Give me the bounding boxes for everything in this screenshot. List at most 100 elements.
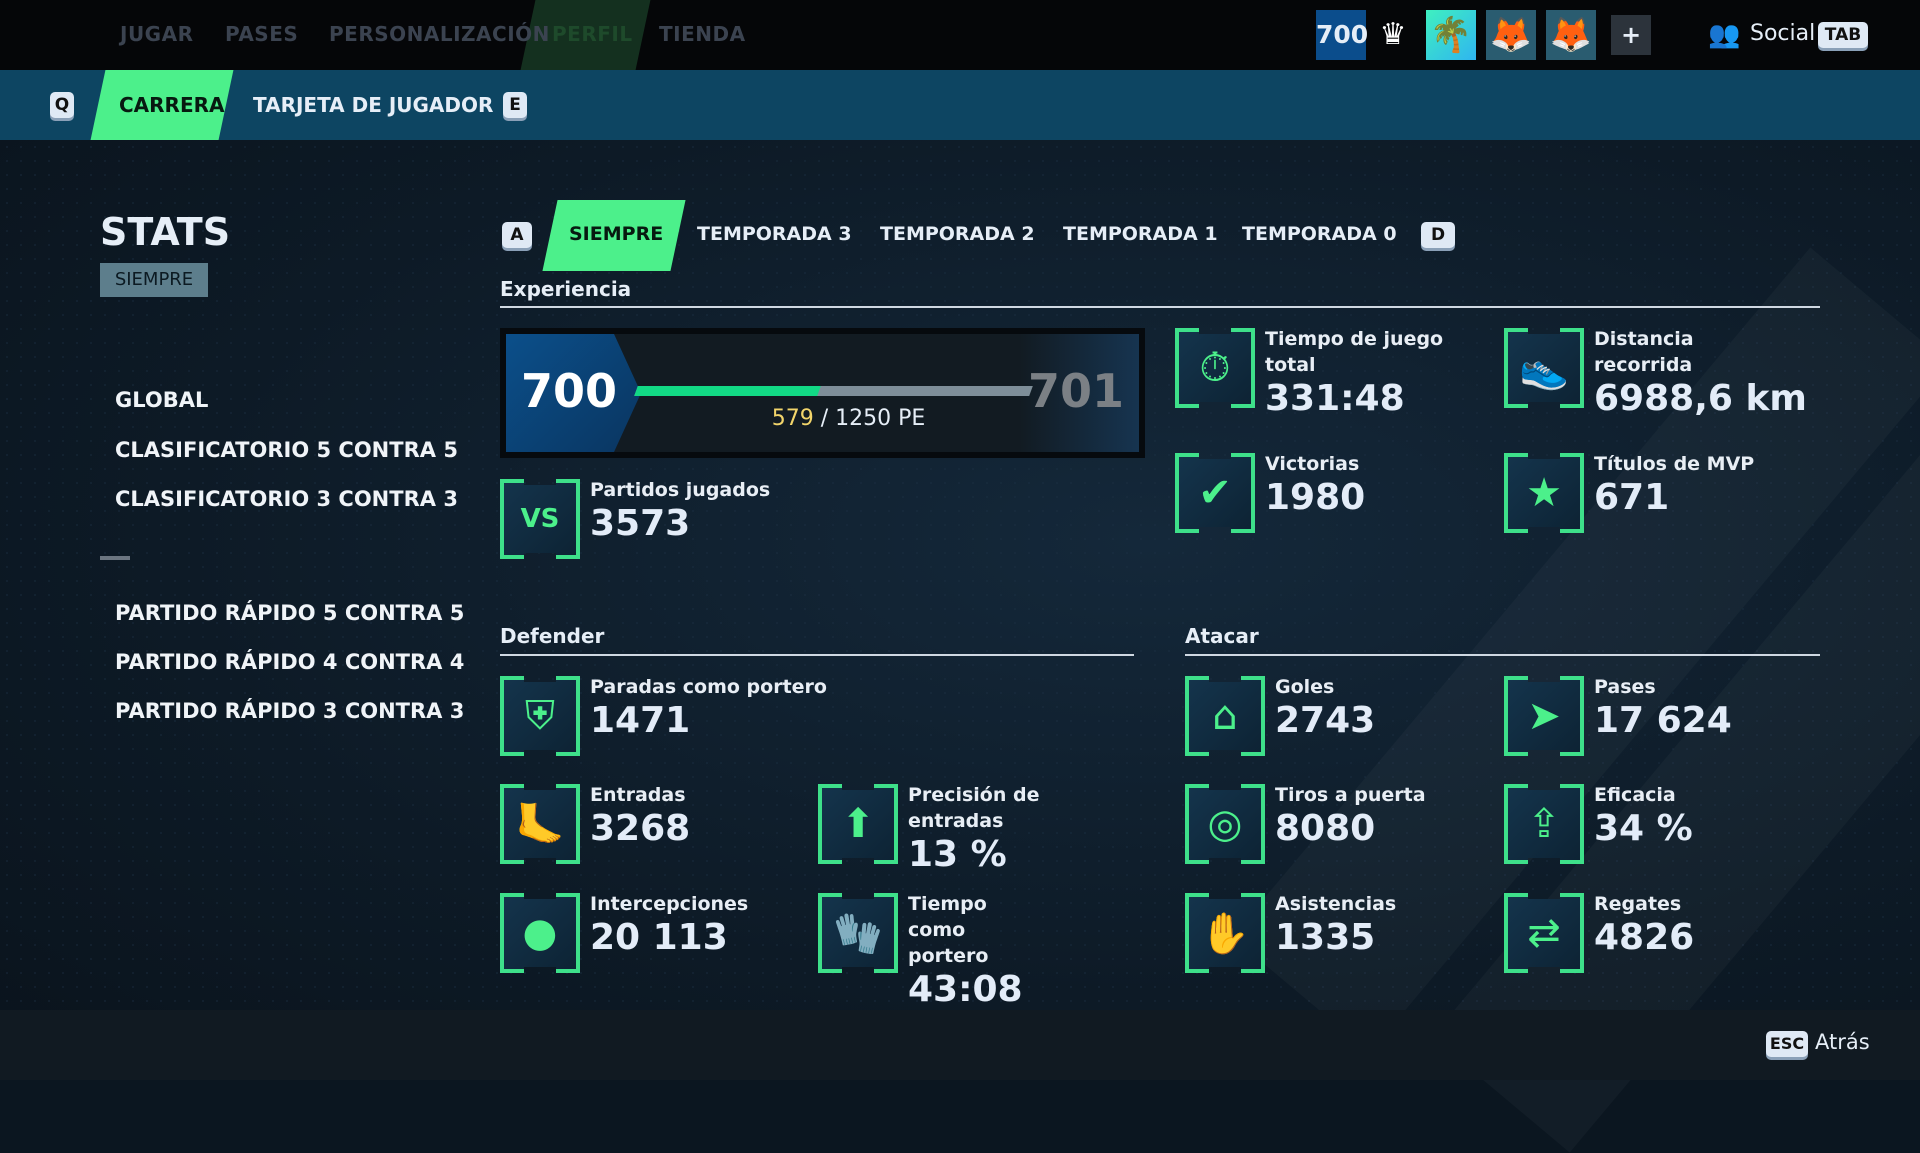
- stat-intercepciones: ● Intercepciones 20 113: [500, 893, 790, 973]
- target-icon: ◎: [1185, 784, 1265, 864]
- stat-value: 13 %: [908, 834, 1007, 875]
- xp-current: 579: [771, 406, 814, 431]
- stat-value: 1980: [1265, 477, 1366, 518]
- stat-value: 17 624: [1594, 700, 1732, 741]
- nav-personalizacion[interactable]: PERSONALIZACIÓN: [329, 22, 550, 46]
- stat-value: 3573: [590, 503, 691, 544]
- sidebar-item-ranked-5v5[interactable]: CLASIFICATORIO 5 CONTRA 5: [115, 438, 458, 462]
- dribble-icon: ⇄: [1504, 893, 1584, 973]
- stat-distancia: 👟 Distancia recorrida 6988,6 km: [1504, 328, 1807, 420]
- sidebar-item-quick-4v4[interactable]: PARTIDO RÁPIDO 4 CONTRA 4: [115, 650, 465, 674]
- stat-label: Intercepciones: [590, 893, 749, 915]
- stat-eficacia: ⇪ Eficacia 34 %: [1504, 784, 1794, 864]
- rank-crest-icon[interactable]: ♛: [1379, 17, 1407, 52]
- stat-label: Pases: [1594, 676, 1656, 698]
- stat-value: 34 %: [1594, 808, 1693, 849]
- a-key-hint: A: [502, 222, 532, 248]
- stat-label: Eficacia: [1594, 784, 1676, 806]
- arrow-up-icon: ⬆: [818, 784, 898, 864]
- background: [0, 0, 1920, 1080]
- tab-key-hint: TAB: [1818, 22, 1868, 48]
- tab-temporada-1[interactable]: TEMPORADA 1: [1063, 223, 1218, 245]
- sub-nav: [0, 70, 1920, 140]
- top-nav: JUGAR PASES PERSONALIZACIÓN PERFIL TIEND…: [0, 0, 1920, 70]
- nav-jugar[interactable]: JUGAR: [120, 22, 194, 46]
- nav-pases[interactable]: PASES: [225, 22, 299, 46]
- stat-partidos-jugados: VS Partidos jugados 3573: [500, 479, 790, 559]
- section-title-defender: Defender: [500, 624, 605, 648]
- stat-label: Títulos de MVP: [1594, 453, 1755, 475]
- boot-icon: 👟: [1504, 328, 1584, 408]
- stat-label: Tiempo de juego total: [1265, 328, 1444, 376]
- current-level: 700: [521, 364, 618, 418]
- sidebar-divider: [100, 556, 130, 560]
- stat-value: 6988,6 km: [1594, 378, 1807, 419]
- pass-icon: ➤: [1504, 676, 1584, 756]
- nav-tienda[interactable]: TIENDA: [659, 22, 746, 46]
- xp-panel: 700 701 579 / 1250 PE: [500, 328, 1145, 458]
- versus-icon: VS: [500, 479, 580, 559]
- tab-temporada-2[interactable]: TEMPORADA 2: [880, 223, 1035, 245]
- fox-avatar-icon[interactable]: 🦊: [1486, 10, 1536, 60]
- stat-value: 3268: [590, 808, 691, 849]
- stat-label: Tiros a puerta: [1275, 784, 1426, 806]
- stat-tiempo-portero: 🧤 Tiempo como portero 43:08: [818, 893, 1048, 1011]
- intercept-icon: ●: [500, 893, 580, 973]
- stopwatch-icon: ⏱: [1175, 328, 1255, 408]
- stat-label: Distancia recorrida: [1594, 328, 1694, 376]
- stat-tiempo-de-juego: ⏱ Tiempo de juego total 331:48: [1175, 328, 1465, 420]
- divider: [1185, 654, 1820, 656]
- stat-goles: ⌂ Goles 2743: [1185, 676, 1475, 756]
- stat-precision-entradas: ⬆ Precisión de entradas 13 %: [818, 784, 1058, 876]
- stat-label: Victorias: [1265, 453, 1360, 475]
- stat-value: 671: [1594, 477, 1670, 518]
- sidebar-item-quick-5v5[interactable]: PARTIDO RÁPIDO 5 CONTRA 5: [115, 601, 465, 625]
- stat-asistencias: ✋ Asistencias 1335: [1185, 893, 1475, 973]
- subtab-carrera[interactable]: CARRERA: [119, 93, 225, 117]
- stat-label: Entradas: [590, 784, 686, 806]
- divider: [500, 306, 1820, 308]
- tab-siempre[interactable]: SIEMPRE: [569, 223, 664, 245]
- social-icon: 👥: [1708, 20, 1741, 50]
- back-button[interactable]: Atrás: [1815, 1030, 1870, 1054]
- hands-icon: ✋: [1185, 893, 1265, 973]
- level-chevron: [506, 334, 641, 452]
- stat-label: Asistencias: [1275, 893, 1397, 915]
- divider: [500, 654, 1134, 656]
- d-key-hint: D: [1421, 222, 1455, 248]
- stat-paradas: ⛨ Paradas como portero 1471: [500, 676, 830, 756]
- xp-progress-fill: [634, 386, 821, 396]
- stat-label: Precisión de entradas: [908, 784, 1040, 832]
- star-icon: ★: [1504, 453, 1584, 533]
- stat-value: 2743: [1275, 700, 1376, 741]
- stat-value: 1335: [1275, 917, 1376, 958]
- tab-temporada-0[interactable]: TEMPORADA 0: [1242, 223, 1397, 245]
- sidebar-item-global[interactable]: GLOBAL: [115, 388, 209, 412]
- esc-key-hint: ESC: [1766, 1031, 1808, 1057]
- xp-text: 579 / 1250 PE: [506, 406, 1139, 431]
- next-level: 701: [1027, 364, 1124, 418]
- xp-progress-bar: [634, 386, 1033, 396]
- efficiency-icon: ⇪: [1504, 784, 1584, 864]
- page-title: STATS: [100, 210, 231, 254]
- sidebar-item-ranked-3v3[interactable]: CLASIFICATORIO 3 CONTRA 3: [115, 487, 458, 511]
- footer-bar: ESC Atrás: [0, 1010, 1920, 1080]
- goal-icon: ⌂: [1185, 676, 1265, 756]
- fox-avatar-icon[interactable]: 🦊: [1546, 10, 1596, 60]
- sidebar-item-quick-3v3[interactable]: PARTIDO RÁPIDO 3 CONTRA 3: [115, 699, 465, 723]
- section-title-experiencia: Experiencia: [500, 277, 632, 301]
- q-key-hint: Q: [50, 92, 74, 118]
- social-button[interactable]: Social: [1750, 21, 1816, 46]
- stat-label: Regates: [1594, 893, 1682, 915]
- nav-perfil[interactable]: PERFIL: [552, 22, 633, 46]
- stat-value: 4826: [1594, 917, 1695, 958]
- subtab-tarjeta-de-jugador[interactable]: TARJETA DE JUGADOR: [253, 93, 494, 117]
- palm-avatar-icon[interactable]: 🌴: [1426, 10, 1476, 60]
- gloves-icon: 🧤: [818, 893, 898, 973]
- add-button[interactable]: +: [1611, 15, 1651, 55]
- stat-pases: ➤ Pases 17 624: [1504, 676, 1794, 756]
- goal-save-icon: ⛨: [500, 676, 580, 756]
- tab-temporada-3[interactable]: TEMPORADA 3: [697, 223, 852, 245]
- stat-regates: ⇄ Regates 4826: [1504, 893, 1794, 973]
- level-badge[interactable]: 700: [1316, 10, 1368, 60]
